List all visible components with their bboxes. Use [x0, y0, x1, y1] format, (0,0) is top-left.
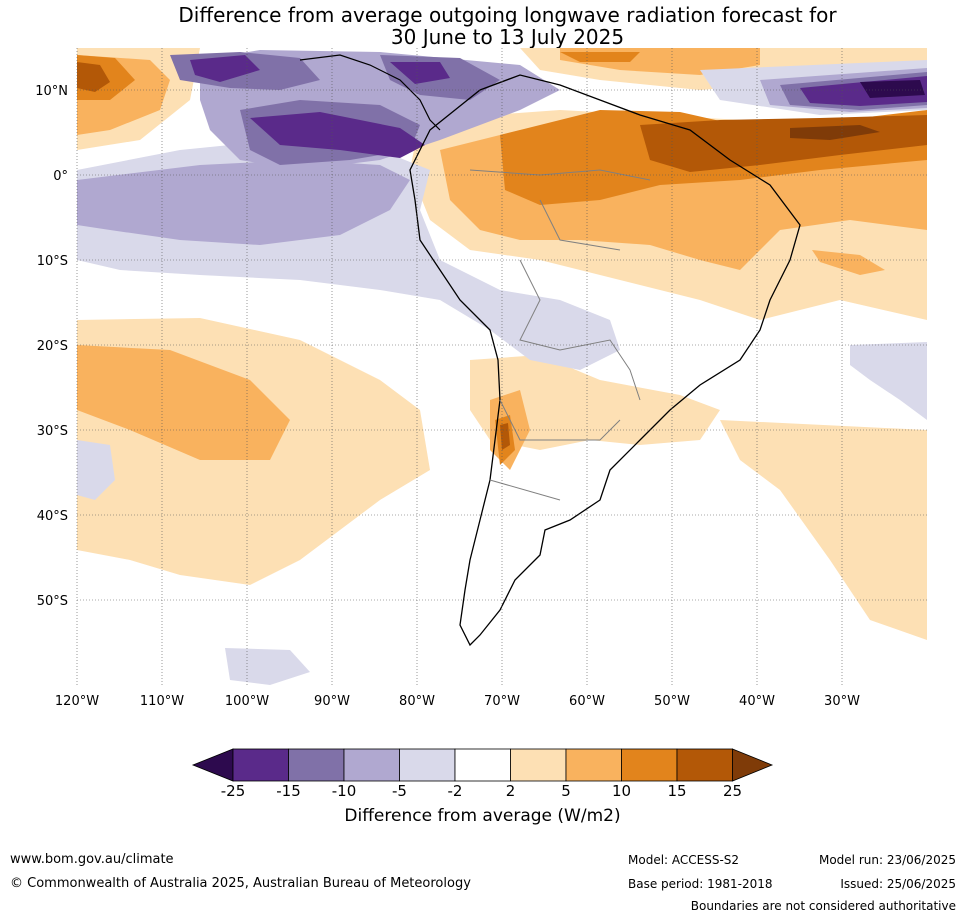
colorbar-swatch [288, 748, 345, 782]
title-line-2: 30 June to 13 July 2025 [390, 25, 625, 49]
colorbar-swatch [454, 748, 511, 782]
footer-model: Model: ACCESS-S2 [628, 853, 740, 867]
country-borders [469, 169, 651, 501]
colorbar-max-arrow [732, 748, 774, 782]
colorbar-tick: 2 [505, 782, 516, 800]
colorbar [191, 748, 774, 782]
lon-label: 80°W [399, 694, 435, 709]
lon-label: 90°W [314, 694, 350, 709]
colorbar-label: Difference from average (W/m2) [344, 806, 621, 826]
colorbar-swatch [565, 748, 622, 782]
footer-model-run: Model run: 23/06/2025 [818, 853, 956, 867]
south-america-coastline [409, 74, 801, 647]
longitude-labels: 120°W 110°W 100°W 90°W 80°W 70°W 60°W 50… [55, 694, 860, 709]
lon-label: 30°W [824, 694, 860, 709]
colorbar-swatch [621, 748, 678, 782]
footer-disclaimer: Boundaries are not considered authoritat… [690, 899, 956, 913]
colorbar-tick: -15 [276, 782, 301, 800]
graticule [76, 48, 927, 685]
lat-label: 10°N [35, 84, 68, 99]
lon-label: 60°W [569, 694, 605, 709]
lat-label: 50°S [37, 594, 68, 609]
lat-label: 0° [53, 169, 68, 184]
colorbar-swatch [676, 748, 733, 782]
lat-label: 30°S [37, 424, 68, 439]
title-line-1: Difference from average outgoing longwav… [178, 3, 837, 27]
lon-label: 70°W [484, 694, 520, 709]
colorbar-tick: 10 [611, 782, 632, 800]
colorbar-tick: 25 [722, 782, 743, 800]
colorbar-tick: 15 [667, 782, 687, 800]
colorbar-min-arrow [191, 748, 234, 782]
colorbar-tick: -25 [220, 782, 246, 800]
footer-base-period: Base period: 1981-2018 [628, 877, 773, 891]
colorbar-tick: -10 [331, 782, 357, 800]
lat-label: 20°S [37, 339, 68, 354]
lat-label: 10°S [37, 254, 68, 269]
lat-label: 40°S [37, 509, 68, 524]
lon-label: 50°W [654, 694, 690, 709]
anomaly-field [77, 48, 927, 685]
map-title: Difference from average outgoing longwav… [0, 4, 965, 48]
colorbar-swatch [399, 748, 456, 782]
lon-label: 120°W [55, 694, 99, 709]
latitude-labels: 10°N 0° 10°S 20°S 30°S 40°S 50°S [35, 84, 68, 609]
lon-label: 40°W [739, 694, 775, 709]
lon-label: 110°W [140, 694, 184, 709]
colorbar-tick: 5 [561, 782, 571, 800]
lon-label: 100°W [225, 694, 269, 709]
colorbar-tick: -2 [447, 782, 463, 800]
colorbar-swatch [343, 748, 400, 782]
colorbar-tick: -5 [392, 782, 407, 800]
colorbar-swatch [232, 748, 289, 782]
footer-copyright: © Commonwealth of Australia 2025, Austra… [10, 876, 471, 891]
footer-url[interactable]: www.bom.gov.au/climate [10, 852, 174, 867]
colorbar-swatch [510, 748, 567, 782]
central-america-coastline [299, 54, 441, 131]
footer-issued: Issued: 25/06/2025 [840, 877, 956, 891]
